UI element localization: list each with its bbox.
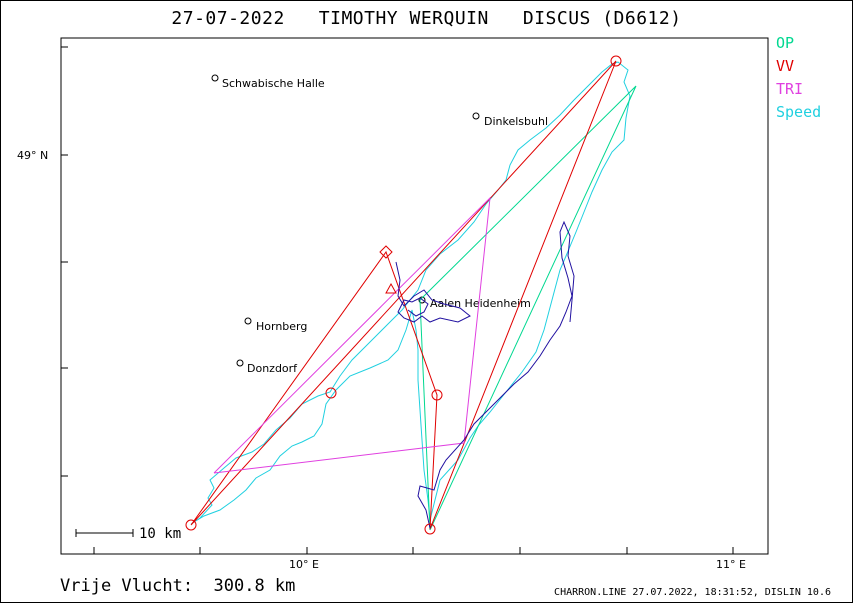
legend-op: OP — [776, 34, 795, 52]
city-hornberg: Hornberg — [244, 317, 307, 333]
turnpoint-marker — [379, 245, 393, 259]
city-marker — [236, 359, 244, 367]
city-marker — [418, 296, 426, 304]
op-lines — [419, 85, 637, 531]
lat-label-49: 49° N — [17, 149, 48, 162]
city-label: Schwabische Halle — [222, 77, 325, 90]
city-label: Hornberg — [256, 320, 307, 333]
city-marker — [244, 317, 252, 325]
turnpoint-marker — [325, 387, 337, 399]
turnpoint-marker — [385, 282, 397, 294]
city-schwabische-halle: Schwabische Halle — [211, 74, 325, 90]
tri-lines — [213, 196, 491, 474]
lat-ticks — [61, 46, 68, 477]
map-box — [60, 37, 769, 555]
city-aalen-heidenheim: Aalen Heidenheim — [418, 296, 531, 310]
city-donzdorf: Donzdorf — [236, 359, 298, 375]
scale-bar — [75, 529, 134, 537]
city-label: Dinkelsbuhl — [484, 115, 548, 128]
turnpoint-marker — [424, 523, 436, 535]
city-label: Aalen Heidenheim — [430, 297, 531, 310]
vv-lines — [190, 60, 617, 530]
return-track — [417, 220, 575, 529]
city-label: Donzdorf — [247, 362, 298, 375]
legend-speed: Speed — [776, 103, 822, 121]
map-title: 27-07-2022 TIMOTHY WERQUIN DISCUS (D6612… — [171, 8, 682, 29]
turnpoint-marker — [610, 55, 622, 67]
scale-label: 10 km — [139, 526, 181, 542]
legend-tri: TRI — [776, 80, 804, 98]
footer-info: CHARRON.LINE 27.07.2022, 18:31:52, DISLI… — [554, 587, 831, 598]
turnpoint-marker — [185, 519, 197, 531]
city-marker — [211, 74, 219, 82]
city-dinkelsbuhl: Dinkelsbuhl — [472, 112, 548, 128]
lon-ticks — [93, 547, 734, 554]
legend-vv: VV — [776, 57, 795, 75]
turnpoint-marker — [431, 389, 443, 401]
lon-label-11: 11° E — [716, 558, 746, 571]
speed-track — [190, 61, 631, 525]
distance-label: Vrije Vlucht: 300.8 km — [60, 576, 296, 596]
local-track — [395, 261, 471, 323]
city-marker — [472, 112, 480, 120]
lon-label-10: 10° E — [289, 558, 319, 571]
turnpoints — [185, 55, 622, 535]
